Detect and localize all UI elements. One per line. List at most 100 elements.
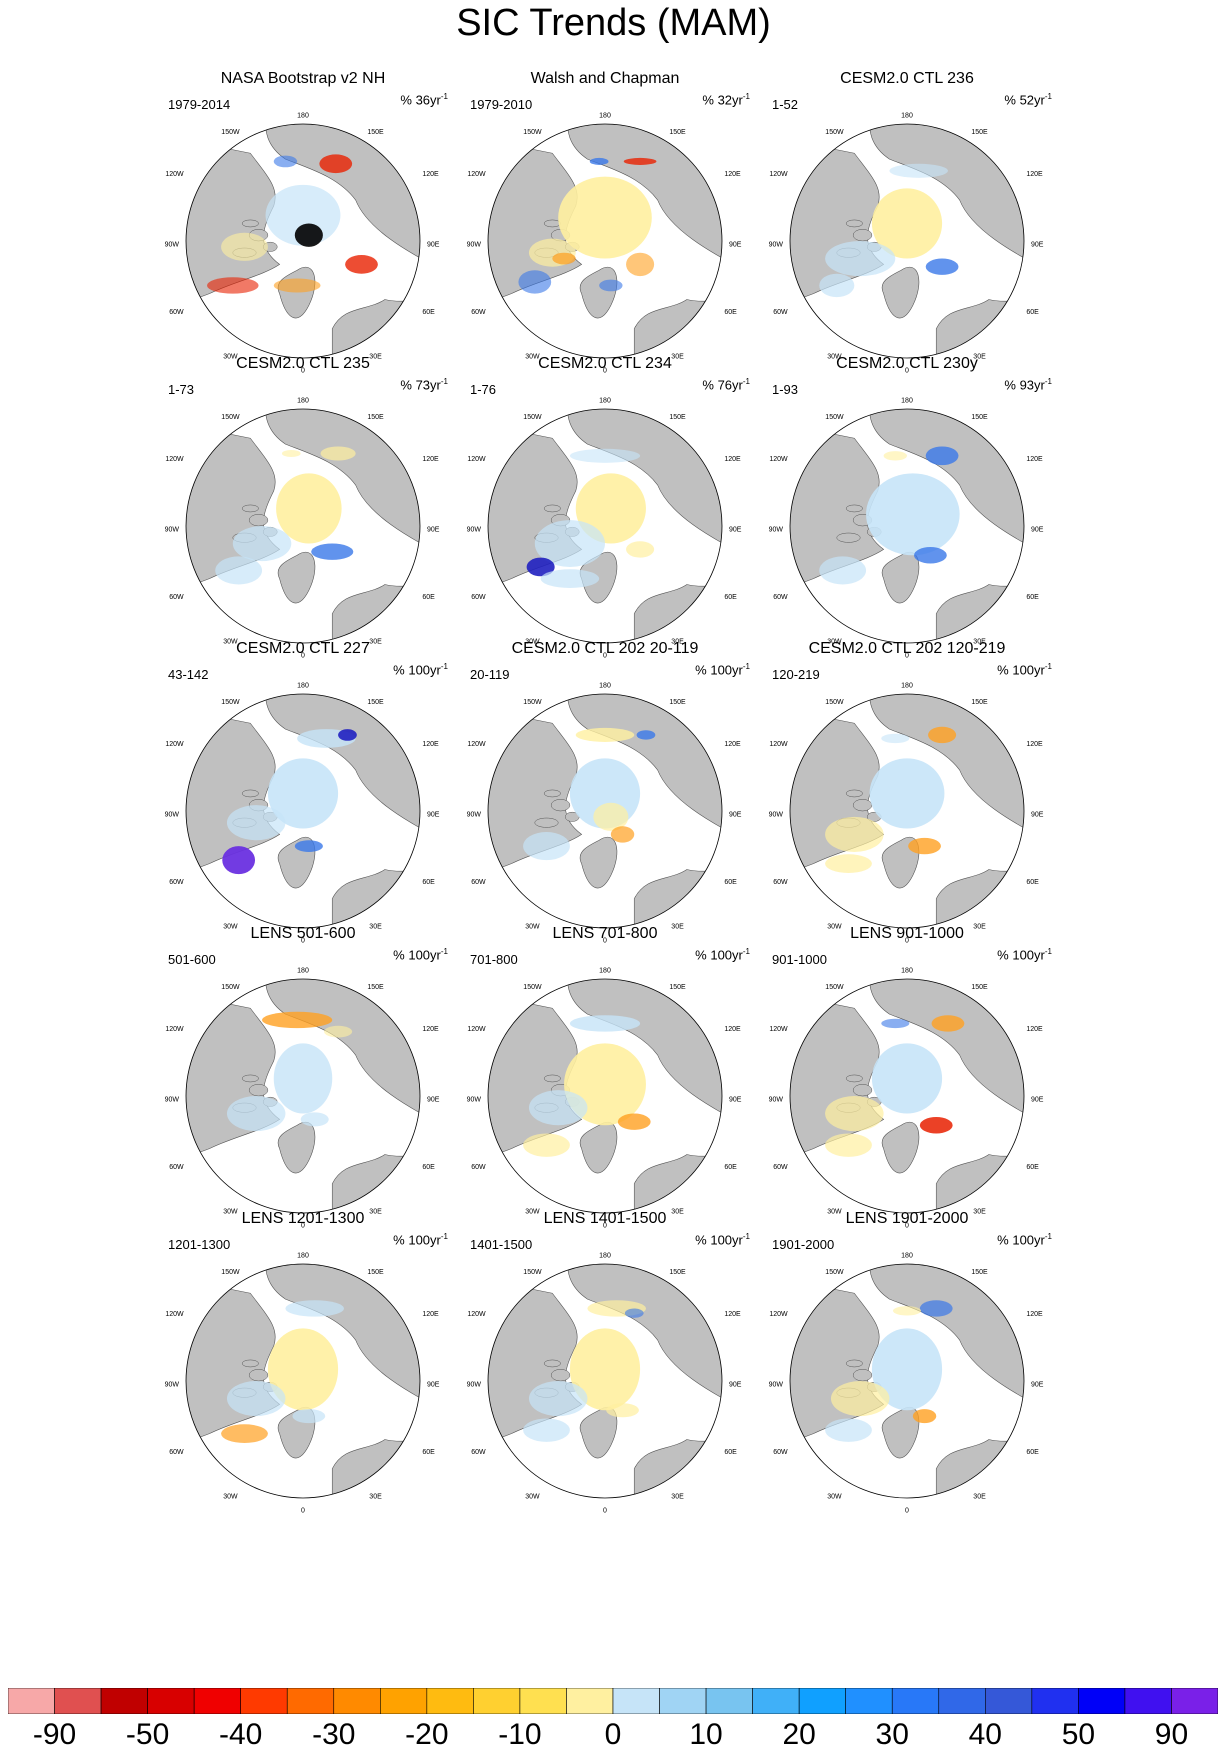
longitude-label: 90E: [427, 1381, 440, 1388]
longitude-label: 90W: [467, 1381, 482, 1388]
longitude-label: 120E: [724, 171, 741, 178]
longitude-label: 120W: [769, 456, 788, 463]
longitude-label: 30W: [525, 639, 540, 646]
colorbar-tick-label: 50: [1061, 1718, 1096, 1751]
polar-map: 180 150W 150E 120W 120E 90W 90E 60W 60E 30W 30E 0: [467, 1253, 742, 1515]
longitude-label: 150E: [971, 699, 988, 706]
longitude-label: 150E: [669, 1269, 686, 1276]
colorbar-bin: [473, 1688, 521, 1714]
longitude-label: 90E: [729, 1381, 742, 1388]
longitude-label: 120W: [769, 1311, 788, 1318]
longitude-label: 150W: [523, 129, 542, 136]
polar-map: 180 150W 150E 120W 120E 90W 90E 60W 60E 30W 30E 0: [769, 398, 1044, 660]
longitude-label: 60E: [724, 309, 737, 316]
polar-map: 180 150W 150E 120W 120E 90W 90E 60W 60E 30W 30E 0: [165, 683, 440, 945]
map-panel: LENS 1201-1300 1201-1300% 100yr-1 180 150W 1…: [150, 1210, 456, 1528]
panel-title: CESM2.0 CTL 227: [236, 640, 370, 657]
colorbar-bin: [845, 1688, 893, 1714]
longitude-label: 90W: [769, 811, 784, 818]
longitude-label: 180: [901, 398, 913, 405]
longitude-label: 90E: [1031, 1096, 1044, 1103]
longitude-label: 90E: [427, 241, 440, 248]
colorbar-bin: [1124, 1688, 1172, 1714]
panel-unit: % 100yr-1: [997, 1232, 1052, 1248]
longitude-label: 30W: [827, 1494, 842, 1501]
longitude-label: 30E: [973, 639, 986, 646]
longitude-label: 30W: [223, 1209, 238, 1216]
longitude-label: 30W: [223, 924, 238, 931]
panel-title: CESM2.0 CTL 236: [840, 70, 974, 87]
longitude-label: 120W: [769, 171, 788, 178]
longitude-label: 120W: [467, 456, 486, 463]
longitude-label: 0: [905, 938, 909, 945]
longitude-label: 0: [301, 1508, 305, 1515]
longitude-label: 180: [297, 113, 309, 120]
longitude-label: 90E: [729, 1096, 742, 1103]
panel-unit: % 100yr-1: [695, 947, 750, 963]
panel-title: CESM2.0 CTL 230y: [836, 355, 978, 372]
panel-title: LENS 1401-1500: [543, 1210, 667, 1227]
map-panel: CESM2.0 CTL 234 1-76 % 76yr-1 180 150W 150E 12…: [452, 355, 758, 673]
longitude-label: 30W: [525, 924, 540, 931]
panel-title: CESM2.0 CTL 235: [236, 355, 370, 372]
map-panel: LENS 701-800 701-800% 100yr-1 180 150W 150E 1…: [452, 925, 758, 1243]
panel-unit: % 100yr-1: [393, 1232, 448, 1248]
longitude-label: 30W: [827, 924, 842, 931]
longitude-label: 150W: [221, 1269, 240, 1276]
longitude-label: 90W: [467, 241, 482, 248]
longitude-label: 60W: [471, 879, 486, 886]
longitude-label: 60W: [773, 1449, 788, 1456]
longitude-label: 150W: [825, 984, 844, 991]
longitude-label: 0: [905, 1508, 909, 1515]
longitude-label: 150W: [825, 699, 844, 706]
longitude-label: 90W: [165, 1381, 180, 1388]
colorbar-bin: [8, 1688, 55, 1714]
longitude-label: 150W: [825, 414, 844, 421]
longitude-label: 60W: [169, 1449, 184, 1456]
longitude-label: 150E: [367, 414, 384, 421]
panel-period: 1-52: [772, 97, 799, 112]
panel-title: LENS 1201-1300: [241, 1210, 365, 1227]
longitude-label: 180: [599, 398, 611, 405]
colorbar-tick-label: -10: [498, 1718, 542, 1751]
longitude-label: 150W: [825, 129, 844, 136]
longitude-label: 90E: [1031, 241, 1044, 248]
longitude-label: 30E: [973, 1494, 986, 1501]
longitude-label: 120W: [467, 1026, 486, 1033]
longitude-label: 0: [603, 653, 607, 660]
polar-map: 180 150W 150E 120W 120E 90W 90E 60W 60E 30W 30E 0: [467, 113, 742, 375]
panel-period: 701-800: [470, 952, 518, 967]
longitude-label: 120E: [422, 1026, 439, 1033]
longitude-label: 60E: [422, 1164, 435, 1171]
longitude-label: 60E: [1026, 309, 1039, 316]
longitude-label: 60E: [1026, 879, 1039, 886]
panel-unit: % 100yr-1: [393, 662, 448, 678]
longitude-label: 120E: [1026, 1026, 1043, 1033]
colorbar-tick-label: -50: [125, 1718, 170, 1751]
colorbar-tick-label: -90: [32, 1718, 77, 1751]
panel-period: 1-76: [470, 382, 497, 397]
longitude-label: 60W: [773, 1164, 788, 1171]
longitude-label: 30E: [671, 354, 684, 361]
longitude-label: 60E: [422, 1449, 435, 1456]
longitude-label: 60E: [724, 879, 737, 886]
longitude-label: 0: [603, 368, 607, 375]
colorbar-bin: [1078, 1688, 1126, 1714]
map-panel: LENS 1401-1500 1401-1500% 100yr-1 180 150W 1…: [452, 1210, 758, 1528]
longitude-label: 30W: [223, 354, 238, 361]
longitude-label: 120W: [467, 1311, 486, 1318]
panel-period: 1401-1500: [470, 1237, 533, 1252]
longitude-label: 0: [301, 1223, 305, 1230]
longitude-label: 30E: [671, 1209, 684, 1216]
longitude-label: 60E: [422, 879, 435, 886]
polar-map: 180 150W 150E 120W 120E 90W 90E 60W 60E 30W 30E 0: [165, 113, 440, 375]
longitude-label: 120E: [422, 741, 439, 748]
longitude-label: 150E: [669, 984, 686, 991]
colorbar-bin: [426, 1688, 474, 1714]
panel-title: Walsh and Chapman: [530, 70, 680, 87]
longitude-label: 180: [297, 1253, 309, 1260]
colorbar-tick-label: 90: [1154, 1718, 1189, 1751]
colorbar-tick-label: -40: [219, 1718, 263, 1751]
panel-period: 1979-2014: [168, 97, 231, 112]
longitude-label: 180: [599, 968, 611, 975]
